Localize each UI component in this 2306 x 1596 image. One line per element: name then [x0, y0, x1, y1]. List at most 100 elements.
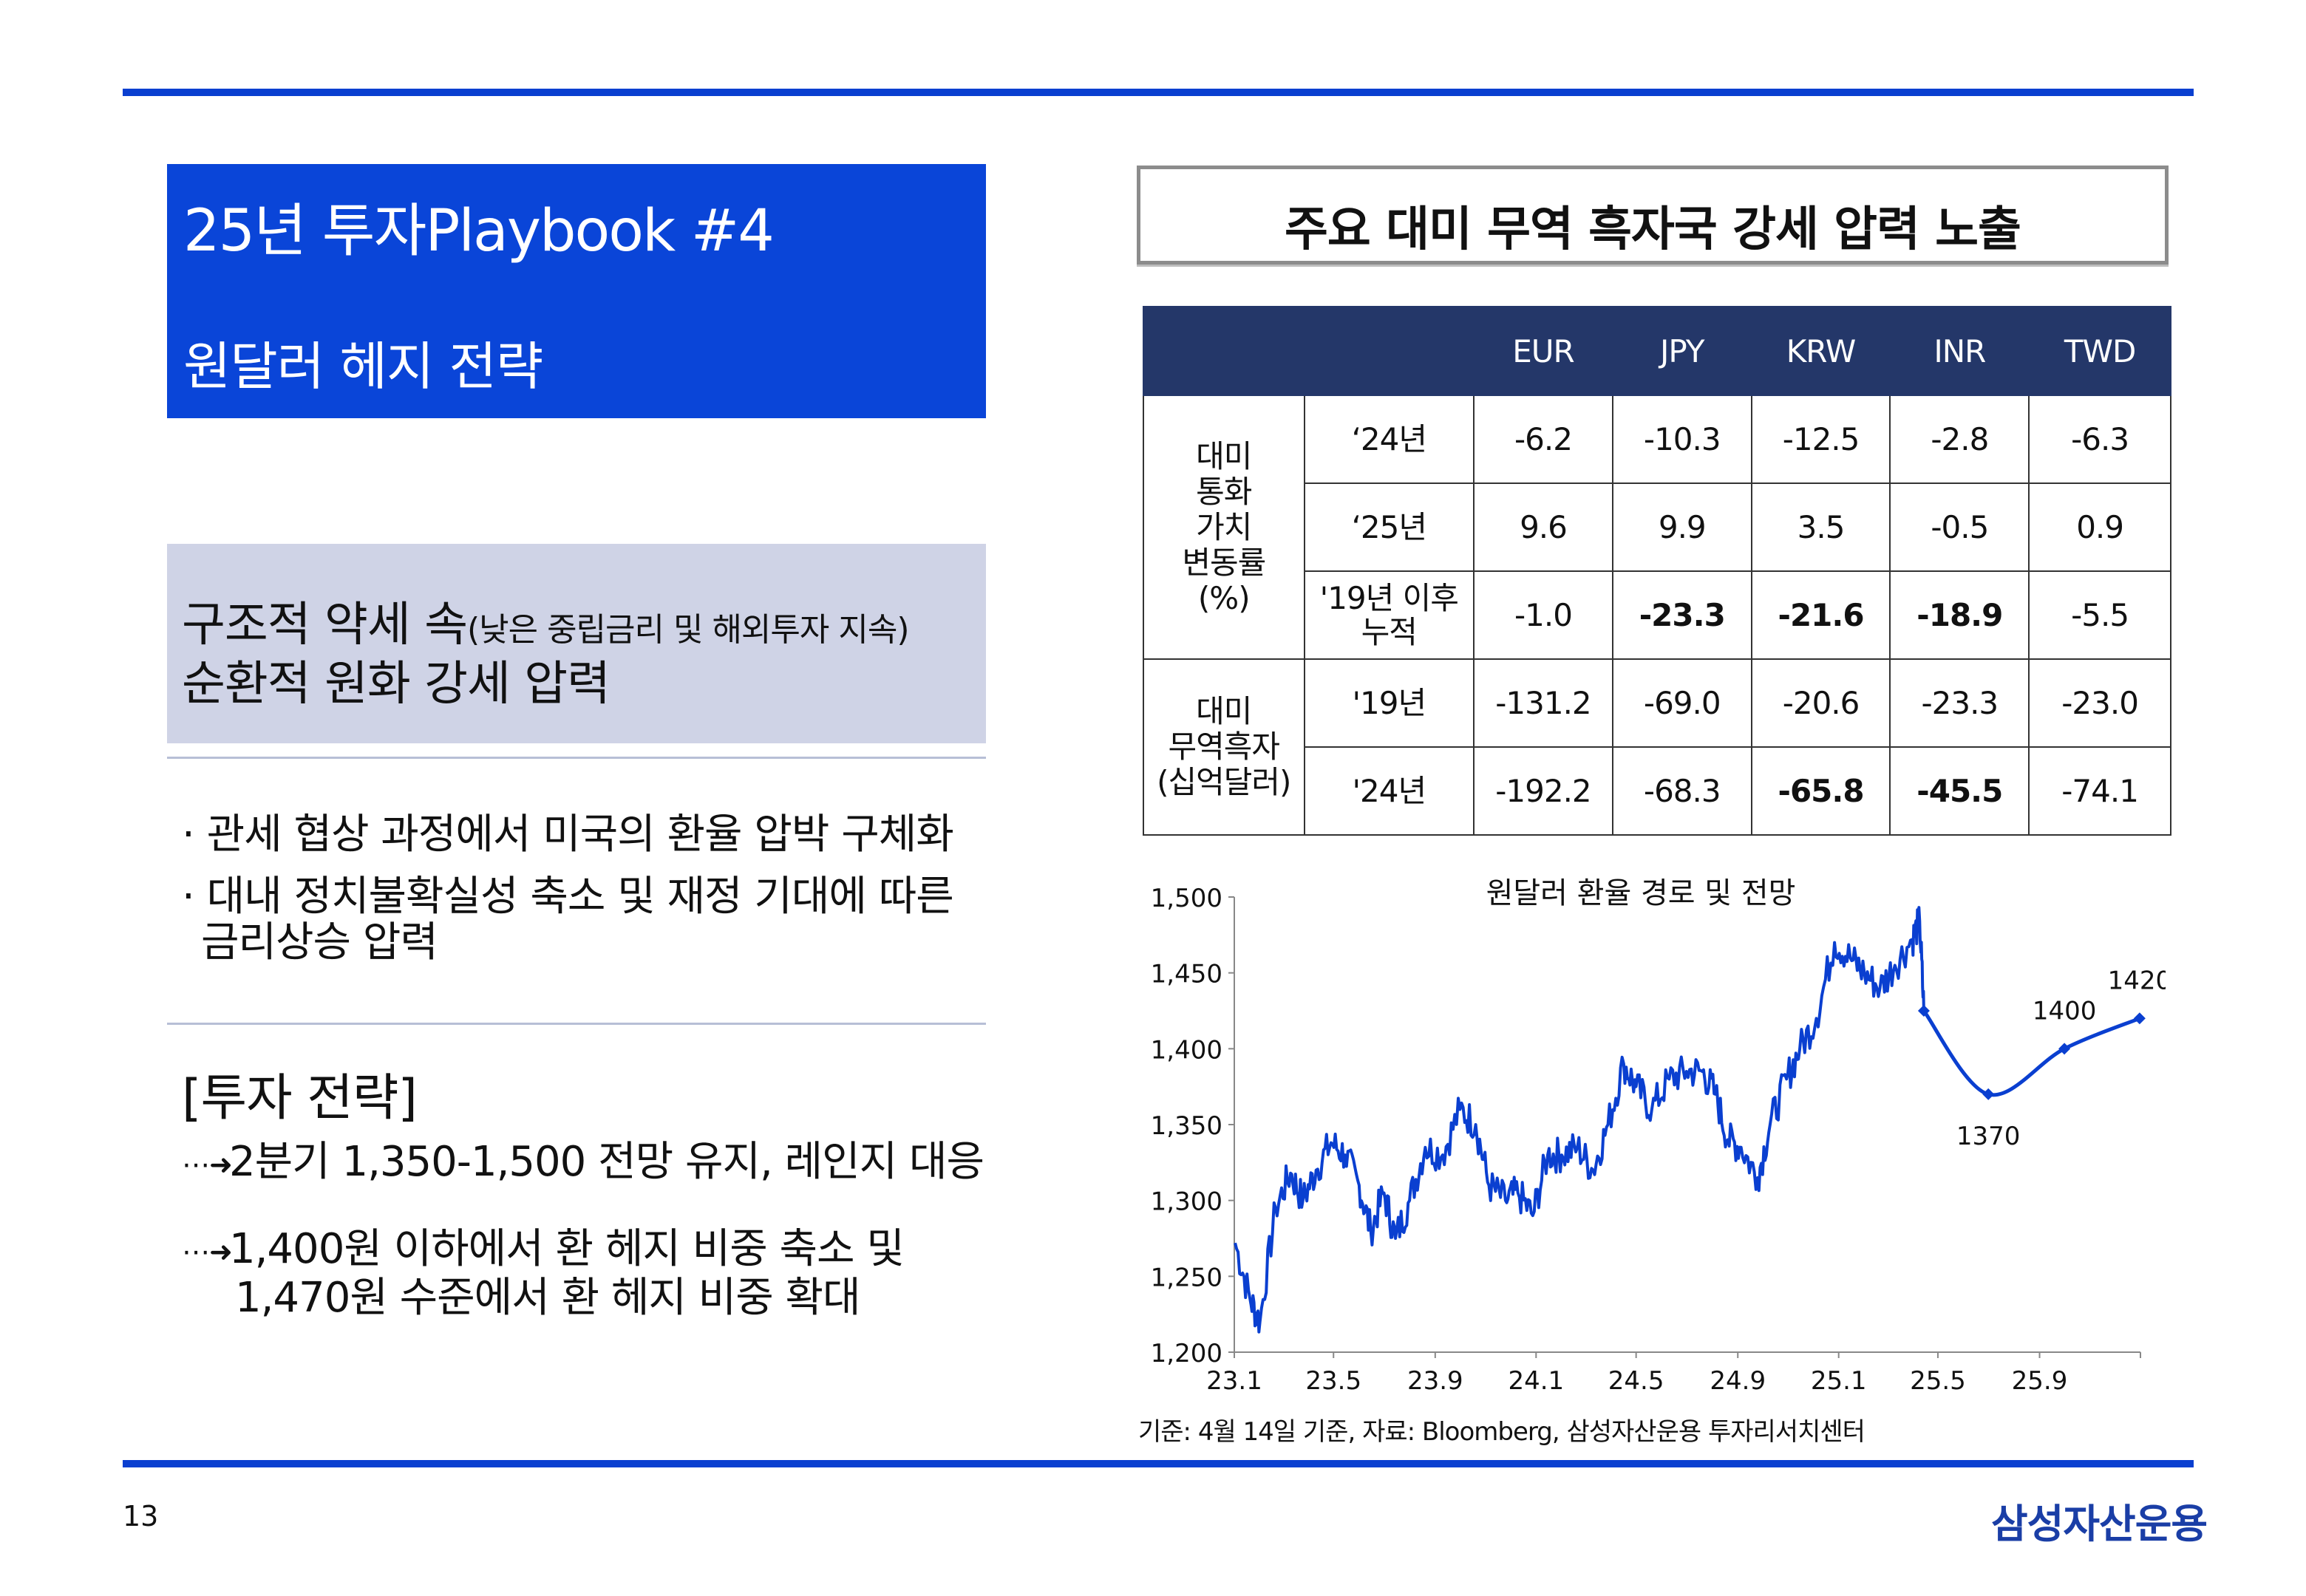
header-blank [1303, 306, 1475, 396]
x-tick-label: 24.9 [1710, 1366, 1766, 1396]
x-tick-label: 23.1 [1206, 1366, 1262, 1396]
cell: -131.2 [1473, 658, 1613, 748]
chart-title: 원달러 환율 경로 및 전망 [1486, 876, 1796, 910]
cell: -18.9 [1889, 570, 2030, 660]
cell: -68.3 [1611, 746, 1752, 836]
forecast-point [2058, 1043, 2071, 1055]
column-header: JPY [1611, 306, 1752, 396]
bottom-rule [123, 1460, 2194, 1467]
arrow-right-icon: ⋯➜ [182, 1235, 233, 1268]
divider [167, 757, 986, 759]
y-tick-label: 1,200 [1151, 1339, 1222, 1368]
header-blank [1143, 306, 1305, 396]
y-tick-label: 1,500 [1151, 884, 1222, 913]
column-header: KRW [1750, 306, 1891, 396]
cell: -69.0 [1611, 658, 1752, 748]
source-note: 기준: 4월 14일 기준, 자료: Bloomberg, 삼성자산운용 투자리… [1138, 1417, 1865, 1447]
x-tick-label: 25.5 [1910, 1366, 1966, 1396]
theme-line-2: 순환적 원화 강세 압력 [182, 657, 610, 712]
cell: -10.3 [1611, 395, 1752, 484]
forecast-point [1982, 1088, 1995, 1100]
cell: -23.3 [1611, 570, 1752, 660]
theme-box: 구조적 약세 속(낮은 중립금리 및 해외투자 지속) 순환적 원화 강세 압력 [167, 544, 986, 743]
row-label: ‘24년 [1303, 395, 1475, 484]
playbook-title: 25년 투자Playbook #4 [183, 198, 775, 265]
strategy-title: [투자 전략] [182, 1069, 418, 1128]
cell: -45.5 [1889, 746, 2030, 836]
x-tick-label: 25.9 [2012, 1366, 2068, 1396]
page-number: 13 [123, 1500, 159, 1532]
arrow-right-icon: ⋯➜ [182, 1147, 233, 1181]
cell: -0.5 [1889, 482, 2030, 572]
y-tick-label: 1,350 [1151, 1111, 1222, 1141]
column-header: EUR [1473, 306, 1613, 396]
cell: 0.9 [2028, 482, 2171, 572]
fx-line-chart: 원달러 환율 경로 및 전망 1,200 1,250 1,300 1,350 1,400… [1151, 876, 2166, 1396]
y-tick-label: 1,450 [1151, 960, 1222, 989]
row-label: '19년 [1303, 658, 1475, 748]
brand-logo: 삼성자산운용 [1991, 1501, 2208, 1547]
table-row: 대미 통화 가치 변동률 (%) ‘24년 -6.2 -10.3 -12.5 -… [1143, 395, 2171, 660]
cell: -21.6 [1750, 570, 1891, 660]
cell: -2.8 [1889, 395, 2030, 484]
cell: -65.8 [1750, 746, 1891, 836]
cell: 9.9 [1611, 482, 1752, 572]
cell: -6.3 [2028, 395, 2171, 484]
strategy-item-1: ⋯➜2분기 1,350-1,500 전망 유지, 레인지 대응 [182, 1136, 984, 1190]
fx-table: EUR JPY KRW INR TWD 대미 통화 가치 변동률 (%) ‘24… [1143, 306, 2171, 836]
cell: -5.5 [2028, 570, 2171, 660]
column-header: TWD [2028, 306, 2171, 396]
panel-title: 주요 대미 무역 흑자국 강세 압력 노출 [1285, 202, 2021, 257]
row-label: '24년 [1303, 746, 1475, 836]
theme-note: (낮은 중립금리 및 해외투자 지속) [466, 611, 910, 649]
cell: -23.0 [2028, 658, 2171, 748]
top-rule [123, 89, 2194, 96]
panel-title-box: 주요 대미 무역 흑자국 강세 압력 노출 [1137, 166, 2169, 265]
bullet-2: · 대내 정치불확실성 축소 및 재정 기대에 따른 [182, 873, 954, 921]
x-tick-label: 23.9 [1407, 1366, 1463, 1396]
y-tick-label: 1,250 [1151, 1263, 1222, 1292]
cell: -23.3 [1889, 658, 2030, 748]
strategy-text: 2분기 1,350-1,500 전망 유지, 레인지 대응 [229, 1138, 984, 1186]
x-tick-label: 23.5 [1305, 1366, 1361, 1396]
cell: 3.5 [1750, 482, 1891, 572]
strategy-item-2: ⋯➜1,400원 이하에서 환 헤지 비중 축소 및 [182, 1224, 905, 1278]
cell: -12.5 [1750, 395, 1891, 484]
data-label: 1370 [1956, 1122, 2021, 1151]
cell: -6.2 [1473, 395, 1613, 484]
theme-main: 구조적 약세 속 [182, 598, 468, 652]
row-label: ‘25년 [1303, 482, 1475, 572]
column-header: INR [1889, 306, 2030, 396]
strategy-text: 1,400원 이하에서 환 헤지 비중 축소 및 [229, 1225, 905, 1273]
title-box: 25년 투자Playbook #4 원달러 헤지 전략 [167, 164, 986, 418]
forecast-point [1917, 1005, 1930, 1017]
row-label: '19년 이후 누적 [1303, 570, 1475, 660]
table-row: ‘25년 9.6 9.9 3.5 -0.5 0.9 [1143, 482, 2171, 572]
x-tick-label: 25.1 [1811, 1366, 1867, 1396]
bullet-1: · 관세 협상 과정에서 미국의 환율 압박 구체화 [182, 811, 954, 859]
table-row: '19년 이후 누적 -1.0 -23.3 -21.6 -18.9 -5.5 [1143, 570, 2171, 660]
y-tick-label: 1,300 [1151, 1187, 1222, 1217]
forecast-point [2133, 1012, 2146, 1025]
cell: -20.6 [1750, 658, 1891, 748]
x-tick-label: 24.5 [1608, 1366, 1664, 1396]
table-row: '24년 -192.2 -68.3 -65.8 -45.5 -74.1 [1143, 746, 2171, 836]
cell: -74.1 [2028, 746, 2171, 836]
series-line-historical [1234, 906, 1925, 1334]
table-header-row: EUR JPY KRW INR TWD [1143, 306, 2171, 396]
series-line-forecast [1922, 1009, 2140, 1097]
row-group-label: 대미 통화 가치 변동률 (%) [1143, 395, 1305, 660]
data-label: 1420 [2108, 966, 2166, 995]
row-group-label: 대미 무역흑자 (십억달러) [1143, 658, 1305, 836]
cell: 9.6 [1473, 482, 1613, 572]
x-tick-label: 24.1 [1508, 1366, 1564, 1396]
cell: -1.0 [1473, 570, 1613, 660]
playbook-subtitle: 원달러 헤지 전략 [183, 336, 543, 397]
strategy-item-2-cont: 1,470원 수준에서 환 헤지 비중 확대 [235, 1274, 861, 1322]
divider [167, 1023, 986, 1025]
theme-line-1: 구조적 약세 속(낮은 중립금리 및 해외투자 지속) [182, 587, 909, 655]
cell: -192.2 [1473, 746, 1613, 836]
y-tick-label: 1,400 [1151, 1035, 1222, 1065]
table-row: 대미 무역흑자 (십억달러) '19년 -131.2 -69.0 -20.6 -… [1143, 658, 2171, 836]
data-label: 1400 [2033, 996, 2097, 1026]
